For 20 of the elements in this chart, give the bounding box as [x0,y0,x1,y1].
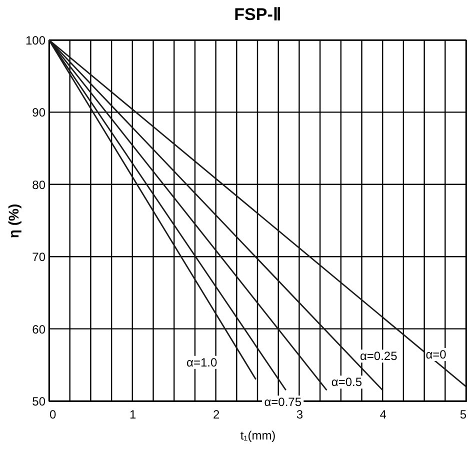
annotation: α=0.25 [360,349,398,364]
x-tick-label: 3 [296,408,304,422]
x-tick-label: 4 [380,408,387,422]
annotation: α=1.0 [186,355,218,370]
y-tick-label: 100 [25,34,46,48]
y-axis-title: η (%) [5,204,22,238]
x-tick-label: 5 [460,408,467,422]
y-tick-label: 90 [32,106,46,120]
annotation: α=0 [426,348,447,362]
y-tick-label: 60 [32,322,46,336]
x-tick-label: 2 [212,408,220,422]
x-axis-title: t₁(mm) [240,428,276,442]
y-tick-label: 50 [32,394,46,408]
chart-title: FSP-Ⅱ [234,5,281,24]
annotation: α=0.5 [331,375,362,390]
y-tick-label: 70 [32,250,46,264]
x-tick-label: 1 [130,408,137,422]
y-tick-label: 80 [32,178,46,192]
annotation: α=0.75 [264,395,302,410]
x-tick-label: 0 [50,408,56,422]
